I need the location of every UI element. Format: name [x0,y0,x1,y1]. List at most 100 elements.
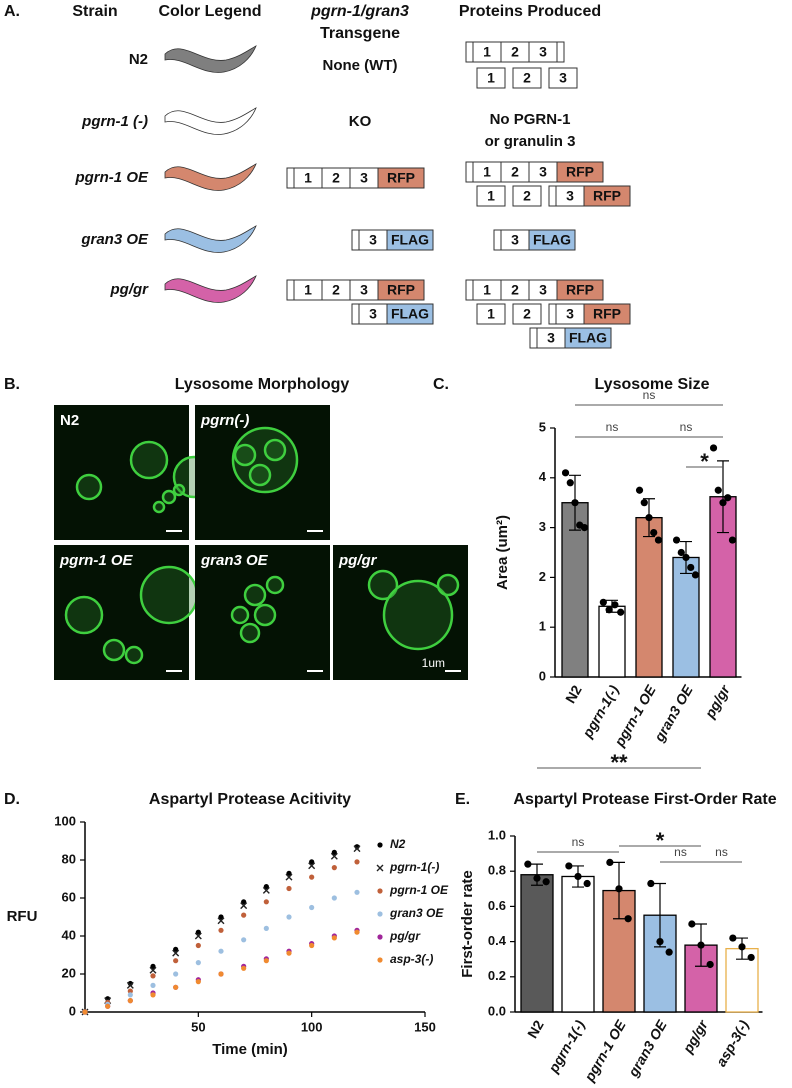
legend-marker [377,934,383,940]
y-axis-label: RFU [7,908,38,925]
bar [520,874,554,1013]
data-point [580,524,589,532]
y-tick-label: 0.6 [488,898,506,913]
data-point [728,536,737,544]
construct-leader [529,327,538,349]
domain-label: 2 [523,188,531,204]
micrograph [333,545,468,680]
data-point [331,865,337,871]
legend-marker [377,911,383,917]
tag-label: FLAG [533,232,571,248]
micrograph-label: pg/gr [338,552,378,569]
legend-label: pg/gr [389,929,421,943]
lysosome [436,573,460,597]
y-tick-label: 4 [539,469,547,484]
data-point [309,859,315,865]
y-tick-label: 0 [69,1003,76,1018]
domain-label: 3 [539,44,547,60]
tag-label: RFP [593,188,621,204]
worm-icon [164,275,257,303]
lysosome [243,583,267,607]
transgene-label: KO [349,113,372,130]
data-point [286,870,292,876]
construct-leader [548,185,557,207]
y-tick-label: 0.0 [488,1003,506,1018]
domain-label: 3 [566,188,574,204]
data-point [330,852,338,860]
data-point [195,960,201,966]
tag-label: FLAG [391,306,429,322]
data-point [195,929,201,935]
x-tick-label: gran3 OE [624,1017,670,1080]
data-point [606,858,614,867]
tag-box [528,229,576,251]
data-point [656,938,664,946]
significance-label: ns [643,388,656,402]
data-point [729,934,737,942]
error-bar [717,460,729,534]
data-point [665,948,673,956]
data-point [566,479,574,487]
domain-box [548,67,578,89]
panel-label: A. [4,3,20,20]
data-point [263,884,269,890]
data-point [218,971,224,977]
data-point [687,563,695,572]
data-point [640,499,648,507]
data-point [747,953,755,962]
domain-label: 2 [332,282,340,298]
data-point [195,942,201,949]
micrograph [195,545,330,680]
lysosome [265,575,285,595]
data-point [542,878,550,886]
data-point [688,920,696,928]
lysosome [64,595,104,635]
lysosome [172,483,186,497]
domain-label: 2 [523,70,531,86]
domain-box [476,303,506,325]
x-tick-label: pg/gr [679,1016,712,1057]
construct-leader [548,303,557,325]
transgene-label: None (WT) [323,57,398,74]
y-tick-label: 3 [539,519,546,534]
construct-leader [465,279,474,301]
micrograph-label: gran3 OE [200,552,269,569]
data-point [706,960,714,969]
domain-label: 3 [566,306,574,322]
data-point [654,536,663,544]
data-point [309,874,315,880]
data-point [605,606,613,614]
lysosome [102,638,126,662]
construct-tail [556,41,565,63]
header: Strain [72,3,117,20]
domain-label: 1 [487,188,495,204]
data-point [354,929,360,935]
legend-marker [377,842,383,848]
data-point [354,889,360,895]
strain-label: pgrn-1 OE [74,169,148,186]
data-point [285,873,293,881]
data-point [309,942,315,949]
construct-leader [465,161,474,183]
data-point [615,885,623,893]
chart-title: Aspartyl Protease Acitivity [149,791,351,808]
chart-title: Lysosome Size [594,376,709,393]
bar [561,875,595,1013]
bar [598,605,626,678]
micrograph [54,405,189,540]
domain-box [476,67,506,89]
data-point [309,904,315,911]
header: Transgene [320,25,400,42]
data-point [150,963,156,970]
data-point [173,984,179,990]
lysosome [253,603,277,627]
tag-box [583,185,631,207]
significance-label: ns [715,845,728,859]
data-point [126,981,134,989]
y-tick-label: 2 [539,569,546,584]
domain-box [476,185,506,207]
tag-label: RFP [387,170,415,186]
data-point [173,971,179,977]
legend-label: gran3 OE [389,906,444,920]
data-point [263,899,269,905]
